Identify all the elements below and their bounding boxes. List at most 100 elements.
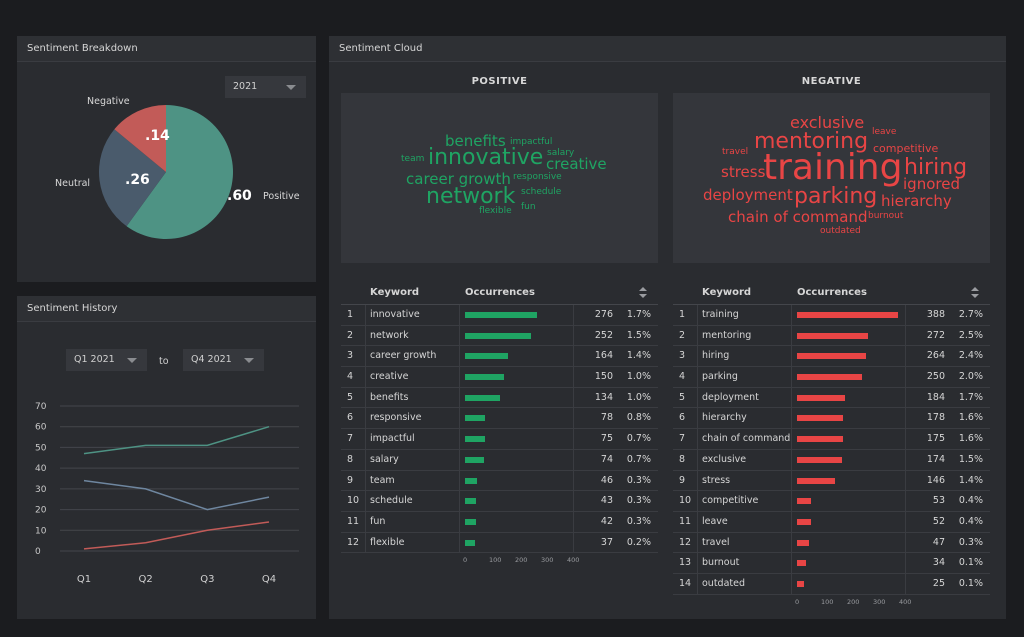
table-row[interactable]: 10 competitive 53 0.4% [673, 491, 990, 512]
from-quarter-dropdown[interactable]: Q1 2021 [66, 349, 147, 371]
table-row[interactable]: 7 impactful 75 0.7% [341, 429, 658, 450]
axis-tick-label: 100 [489, 556, 502, 565]
positive-cloud-word[interactable]: creative [546, 155, 607, 173]
positive-cloud-word[interactable]: flexible [479, 206, 512, 216]
positive-cloud-word[interactable]: fun [521, 202, 536, 212]
table-row[interactable]: 3 career growth 164 1.4% [341, 346, 658, 368]
table-row[interactable]: 4 parking 250 2.0% [673, 367, 990, 388]
negative-keyword-table: Keyword Occurrences 1 training 388 2.7% … [673, 281, 990, 609]
row-keyword: team [370, 474, 395, 486]
table-row[interactable]: 3 hiring 264 2.4% [673, 346, 990, 368]
table-row[interactable]: 11 fun 42 0.3% [341, 511, 658, 533]
row-keyword: competitive [702, 495, 759, 507]
table-row[interactable]: 5 benefits 134 1.0% [341, 387, 658, 409]
y-tick-label: 30 [35, 485, 47, 495]
negative-cloud-word[interactable]: leave [872, 127, 897, 137]
negative-cloud-word[interactable]: mentoring [754, 129, 869, 154]
sort-icon[interactable] [639, 287, 647, 299]
negative-cloud-word[interactable]: hierarchy [881, 192, 952, 210]
y-tick-label: 70 [35, 402, 47, 412]
table-row[interactable]: 2 network 252 1.5% [341, 325, 658, 347]
occurrences-column-header[interactable]: Occurrences [797, 287, 867, 298]
table-row[interactable]: 1 training 388 2.7% [673, 305, 990, 326]
chevron-down-icon [127, 358, 137, 363]
sentiment-pie-chart: .60 Positive .26 Neutral .14 Negative [55, 96, 300, 239]
negative-cloud-word[interactable]: stress [721, 163, 766, 181]
row-percent: 0.3% [958, 536, 983, 548]
row-index: 6 [347, 412, 354, 424]
sentiment-cloud-panel: Sentiment Cloud POSITIVE NEGATIVE benefi… [329, 36, 1006, 619]
positive-cloud-word[interactable]: team [401, 154, 425, 164]
row-count: 184 [926, 391, 945, 403]
occurrences-column-header[interactable]: Occurrences [465, 287, 535, 298]
row-count: 47 [932, 536, 945, 548]
row-keyword: impactful [370, 433, 415, 445]
row-percent: 1.6% [958, 433, 983, 445]
row-index: 8 [347, 453, 354, 465]
positive-cloud-word[interactable]: schedule [521, 187, 562, 197]
row-count: 53 [932, 495, 945, 507]
series-line-3[interactable] [83, 521, 270, 550]
negative-cloud-word[interactable]: travel [722, 147, 749, 157]
row-keyword: creative [370, 371, 409, 383]
table-row[interactable]: 7 chain of command 175 1.6% [673, 429, 990, 450]
y-tick-label: 0 [35, 547, 41, 557]
to-quarter-dropdown[interactable]: Q4 2021 [183, 349, 264, 371]
positive-cloud-word[interactable]: responsive [513, 172, 562, 182]
keyword-column-header[interactable]: Keyword [702, 287, 752, 298]
positive-cloud-word[interactable]: impactful [510, 137, 553, 147]
row-index: 4 [347, 371, 354, 383]
row-occurrence-bar [797, 518, 811, 525]
row-index: 7 [679, 433, 686, 445]
sort-icon[interactable] [971, 287, 979, 299]
negative-cloud-word[interactable]: hiring [904, 155, 968, 180]
year-dropdown[interactable]: 2021 [225, 76, 306, 98]
negative-cloud-word[interactable]: training [763, 147, 903, 188]
sentiment-cloud-title: Sentiment Cloud [329, 36, 1006, 62]
pie-value-label-neutral: .26 [125, 172, 150, 188]
table-row[interactable]: 12 flexible 37 0.2% [341, 532, 658, 554]
table-row[interactable]: 1 innovative 276 1.7% [341, 305, 658, 326]
table-row[interactable]: 5 deployment 184 1.7% [673, 387, 990, 409]
table-row[interactable]: 9 stress 146 1.4% [673, 470, 990, 492]
table-row[interactable]: 13 burnout 34 0.1% [673, 553, 990, 574]
negative-cloud-word[interactable]: deployment [703, 186, 793, 204]
row-occurrence-bar [465, 415, 486, 422]
row-count: 25 [932, 577, 945, 589]
table-row[interactable]: 2 mentoring 272 2.5% [673, 325, 990, 347]
table-row[interactable]: 6 responsive 78 0.8% [341, 408, 658, 430]
positive-cloud-word[interactable]: network [426, 184, 516, 209]
table-row[interactable]: 4 creative 150 1.0% [341, 367, 658, 388]
row-occurrence-bar [465, 498, 477, 505]
negative-cloud-word[interactable]: ignored [903, 175, 960, 193]
table-row[interactable]: 6 hierarchy 178 1.6% [673, 408, 990, 430]
table-row[interactable]: 11 leave 52 0.4% [673, 511, 990, 533]
row-index: 1 [347, 309, 354, 320]
row-percent: 0.1% [958, 577, 983, 589]
table-row[interactable]: 8 salary 74 0.7% [341, 449, 658, 471]
series-line-2[interactable] [83, 479, 270, 511]
axis-tick-label: 300 [873, 597, 886, 606]
negative-cloud-word[interactable]: burnout [868, 211, 904, 221]
pie-slice-negative[interactable] [114, 105, 166, 172]
positive-cloud-word[interactable]: salary [547, 148, 575, 158]
pie-slice-neutral[interactable] [98, 129, 166, 227]
positive-cloud-word[interactable]: career growth [406, 170, 511, 188]
negative-cloud-word[interactable]: parking [794, 184, 878, 209]
table-row[interactable]: 12 travel 47 0.3% [673, 532, 990, 554]
table-row[interactable]: 10 schedule 43 0.3% [341, 491, 658, 512]
pie-slice-positive[interactable] [126, 105, 234, 239]
keyword-column-header[interactable]: Keyword [370, 287, 420, 298]
positive-cloud-word[interactable]: innovative [428, 145, 544, 170]
table-row[interactable]: 9 team 46 0.3% [341, 470, 658, 492]
table-row[interactable]: 14 outdated 25 0.1% [673, 573, 990, 595]
y-tick-label: 20 [35, 506, 47, 516]
row-keyword: stress [702, 474, 731, 486]
negative-cloud-word[interactable]: competitive [873, 142, 939, 155]
table-row[interactable]: 8 exclusive 174 1.5% [673, 449, 990, 471]
negative-cloud-word[interactable]: exclusive [790, 113, 865, 132]
series-line-1[interactable] [83, 425, 270, 455]
negative-cloud-word[interactable]: outdated [820, 226, 861, 236]
negative-cloud-word[interactable]: chain of command [728, 208, 868, 226]
positive-cloud-word[interactable]: benefits [445, 132, 506, 150]
